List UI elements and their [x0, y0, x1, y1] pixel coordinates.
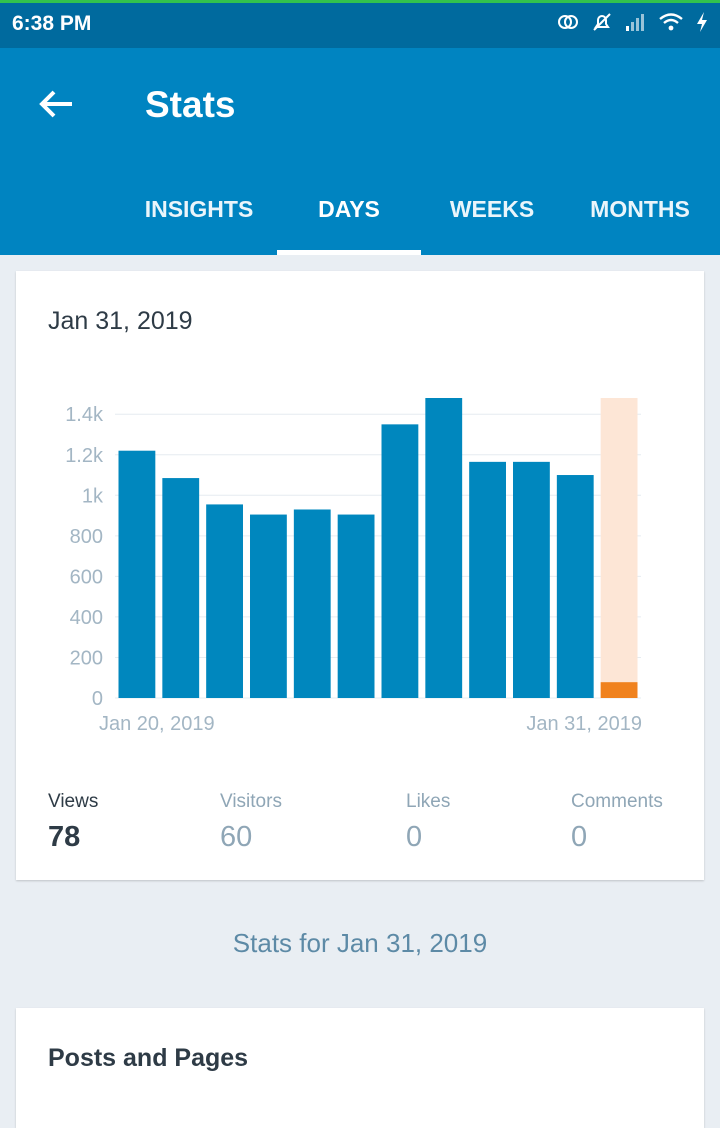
bar: [250, 514, 287, 698]
stat-comments[interactable]: Comments 0: [571, 791, 663, 854]
bar: [469, 461, 506, 698]
wifi-icon: [658, 10, 684, 39]
y-tick-label: 400: [70, 607, 103, 629]
status-bar-accent-line: [0, 0, 720, 3]
views-bar-chart: 0 200 400 600 800 1k 1.2k 1.4k Jan 20, 2019 Jan 3…: [65, 398, 642, 735]
stat-visitors-value: 60: [220, 821, 253, 853]
posts-pages-card: Posts and Pages: [16, 1008, 704, 1128]
x-tick-label-start: Jan 20, 2019: [99, 713, 215, 735]
stat-comments-value: 0: [571, 821, 588, 853]
stat-visitors[interactable]: Visitors 60: [220, 791, 282, 854]
stat-comments-label: Comments: [571, 791, 663, 812]
y-tick-label: 200: [70, 647, 103, 669]
bar: [162, 478, 200, 698]
bar: [381, 424, 419, 698]
stat-visitors-label: Visitors: [220, 791, 282, 812]
bar: [337, 514, 375, 698]
posts-pages-heading: Posts and Pages: [48, 1044, 249, 1072]
bar: [556, 475, 594, 698]
page-title: Stats: [145, 84, 236, 125]
app-bar: Stats INSIGHTS DAYS WEEKS MONTHS: [0, 48, 720, 255]
stat-views-label: Views: [48, 791, 99, 812]
selected-date: Jan 31, 2019: [48, 307, 193, 335]
stat-likes[interactable]: Likes 0: [406, 791, 450, 854]
y-tick-label: 0: [92, 688, 103, 710]
y-tick-label: 1k: [82, 485, 104, 507]
back-arrow-icon[interactable]: [36, 84, 76, 124]
charging-icon: [694, 10, 710, 39]
y-tick-label: 800: [70, 526, 103, 548]
stat-likes-value: 0: [406, 821, 423, 853]
sync-icon: [556, 10, 580, 39]
tab-bar: INSIGHTS DAYS WEEKS MONTHS: [0, 178, 720, 255]
tab-months[interactable]: MONTHS: [590, 196, 690, 222]
stat-views-value: 78: [48, 821, 81, 853]
selected-bar-highlight: [600, 398, 638, 698]
bar: [118, 450, 156, 698]
bar: [293, 509, 331, 698]
y-tick-label: 1.4k: [65, 404, 104, 426]
overview-card: Jan 31, 2019 0 200 400 600 800 1k 1.2k 1.4k Jan …: [16, 271, 704, 880]
signal-icon: [624, 10, 648, 39]
stat-views[interactable]: Views 78: [48, 791, 98, 854]
stats-for-heading: Stats for Jan 31, 2019: [232, 928, 488, 958]
status-time: 6:38 PM: [12, 12, 92, 35]
active-tab-indicator: [277, 250, 421, 255]
bar: [513, 461, 550, 698]
do-not-disturb-icon: [590, 10, 614, 39]
status-bar: 6:38 PM: [0, 0, 720, 48]
bar: [206, 504, 243, 698]
tab-days[interactable]: DAYS: [318, 196, 380, 222]
tab-weeks[interactable]: WEEKS: [449, 196, 535, 222]
tab-insights[interactable]: INSIGHTS: [144, 196, 254, 222]
status-icons: [556, 10, 710, 39]
y-tick-label: 600: [70, 566, 103, 588]
y-tick-label: 1.2k: [65, 445, 104, 467]
x-tick-label-end: Jan 31, 2019: [526, 713, 642, 735]
bar: [425, 398, 463, 698]
selected-bar: [600, 682, 638, 698]
stat-likes-label: Likes: [406, 791, 451, 812]
